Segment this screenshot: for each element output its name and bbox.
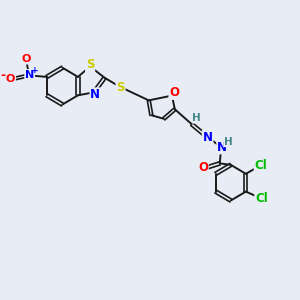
Text: N: N <box>202 131 213 144</box>
Text: O: O <box>6 74 15 84</box>
Text: N: N <box>90 88 100 101</box>
Text: O: O <box>169 86 179 99</box>
Text: Cl: Cl <box>255 192 268 205</box>
Text: -: - <box>0 70 5 83</box>
Text: +: + <box>31 65 39 74</box>
Text: O: O <box>22 54 31 64</box>
Text: N: N <box>25 70 34 80</box>
Text: H: H <box>193 113 201 123</box>
Text: N: N <box>217 140 227 154</box>
Text: S: S <box>86 58 94 71</box>
Text: Cl: Cl <box>254 159 267 172</box>
Text: S: S <box>116 81 125 94</box>
Text: O: O <box>198 161 208 174</box>
Text: H: H <box>224 137 233 147</box>
